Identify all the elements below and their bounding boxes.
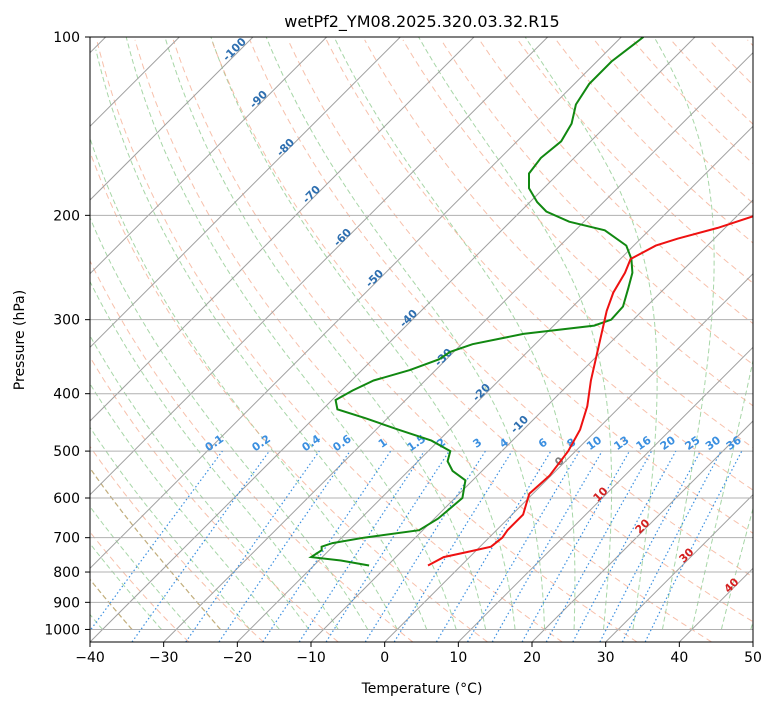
dry-adiabat bbox=[90, 445, 264, 642]
mixing-ratio-line bbox=[298, 450, 425, 642]
y-tick-label: 500 bbox=[53, 444, 80, 460]
dry-adiabat bbox=[325, 39, 753, 491]
dry-adiabat bbox=[555, 39, 753, 244]
wet-bulb-curve bbox=[90, 467, 221, 630]
moist-adiabat bbox=[90, 505, 192, 630]
moist-adiabat bbox=[90, 216, 369, 630]
mixing-ratio-line bbox=[521, 450, 631, 642]
moist-adiabat bbox=[90, 426, 251, 630]
mixing-ratio-line bbox=[262, 450, 392, 642]
y-tick-label: 700 bbox=[53, 531, 80, 547]
x-tick-label: 30 bbox=[597, 650, 615, 666]
dry-adiabat bbox=[249, 39, 753, 578]
y-tick-label: 1000 bbox=[44, 622, 80, 638]
dry-adiabat bbox=[90, 531, 190, 642]
moist-adiabat bbox=[90, 334, 310, 630]
y-tick-label: 600 bbox=[53, 491, 80, 507]
isotherm bbox=[531, 420, 753, 642]
dry-adiabat bbox=[479, 39, 753, 325]
plot-frame bbox=[89, 36, 754, 643]
y-tick-label: 900 bbox=[53, 595, 80, 611]
moist-adiabat bbox=[90, 382, 280, 630]
isotherm bbox=[605, 493, 753, 642]
moist-adiabat bbox=[95, 49, 428, 630]
dewpoint-line bbox=[308, 37, 645, 567]
isotherm bbox=[90, 37, 401, 349]
x-tick-label: 40 bbox=[670, 650, 688, 666]
x-tick-label: −10 bbox=[296, 650, 326, 666]
x-axis-label: Temperature (°C) bbox=[361, 681, 483, 697]
y-tick-label: 200 bbox=[53, 208, 80, 224]
x-tick-label: 10 bbox=[449, 650, 467, 666]
moist-adiabat bbox=[125, 37, 457, 630]
dry-adiabat bbox=[440, 39, 753, 366]
moist-adiabat bbox=[90, 542, 162, 630]
x-tick-label: −30 bbox=[149, 650, 179, 666]
x-tick-label: −40 bbox=[75, 650, 105, 666]
y-tick-label: 100 bbox=[53, 30, 80, 46]
y-axis-ticks: 100 200 300 400 500 600 700 800 900 1000 bbox=[44, 30, 90, 638]
isotherm bbox=[457, 346, 753, 642]
dry-adiabat bbox=[594, 39, 753, 204]
y-tick-label: 800 bbox=[53, 565, 80, 581]
temperature-line bbox=[427, 215, 753, 567]
dry-adiabat bbox=[90, 259, 414, 642]
isotherm bbox=[90, 37, 328, 275]
moist-adiabat bbox=[691, 358, 753, 630]
mixing-ratio-line bbox=[644, 450, 743, 642]
dry-adiabat bbox=[172, 39, 712, 642]
profiles bbox=[308, 37, 753, 567]
mixing-ratio-line bbox=[393, 450, 513, 642]
isotherm bbox=[90, 37, 475, 422]
x-tick-label: 50 bbox=[744, 650, 762, 666]
mixing-ratio-line bbox=[545, 450, 653, 642]
mixing-ratio-line bbox=[131, 450, 270, 642]
mixing-ratio-line bbox=[218, 450, 351, 642]
x-axis-ticks: −40 −30 −20 −10 0 10 20 30 40 50 bbox=[75, 642, 762, 666]
moist-adiabat bbox=[524, 37, 658, 630]
moist-adiabat bbox=[653, 37, 715, 630]
isotherm bbox=[384, 272, 753, 642]
isotherm bbox=[90, 37, 622, 570]
x-tick-label: −20 bbox=[223, 650, 253, 666]
isotherm bbox=[163, 51, 753, 642]
x-tick-label: 0 bbox=[380, 650, 389, 666]
y-axis-label: Pressure (hPa) bbox=[12, 290, 28, 390]
y-tick-label: 300 bbox=[53, 313, 80, 329]
moist-adiabat bbox=[418, 37, 613, 630]
y-tick-label: 400 bbox=[53, 387, 80, 403]
x-tick-label: 20 bbox=[523, 650, 541, 666]
moist-adiabat bbox=[164, 37, 487, 630]
dry-adiabat bbox=[96, 39, 563, 642]
dry-adiabat bbox=[287, 39, 753, 534]
moist-adiabat bbox=[265, 37, 546, 630]
mixing-ratio-line bbox=[572, 450, 677, 642]
isotherm bbox=[90, 37, 696, 642]
moist-adiabat bbox=[90, 280, 339, 630]
chart-title: wetPf2_YM08.2025.320.03.32.R15 bbox=[284, 12, 559, 32]
mixing-ratio-line bbox=[325, 450, 450, 642]
mixing-ratio-line bbox=[185, 450, 320, 642]
moist-adiabat bbox=[720, 506, 753, 630]
isotherm bbox=[310, 199, 753, 642]
moist-adiabat bbox=[210, 37, 516, 630]
mixing-ratio-line bbox=[90, 450, 223, 632]
isotherm bbox=[90, 37, 254, 201]
isotherm bbox=[90, 37, 549, 496]
dry-adiabat bbox=[364, 39, 753, 449]
